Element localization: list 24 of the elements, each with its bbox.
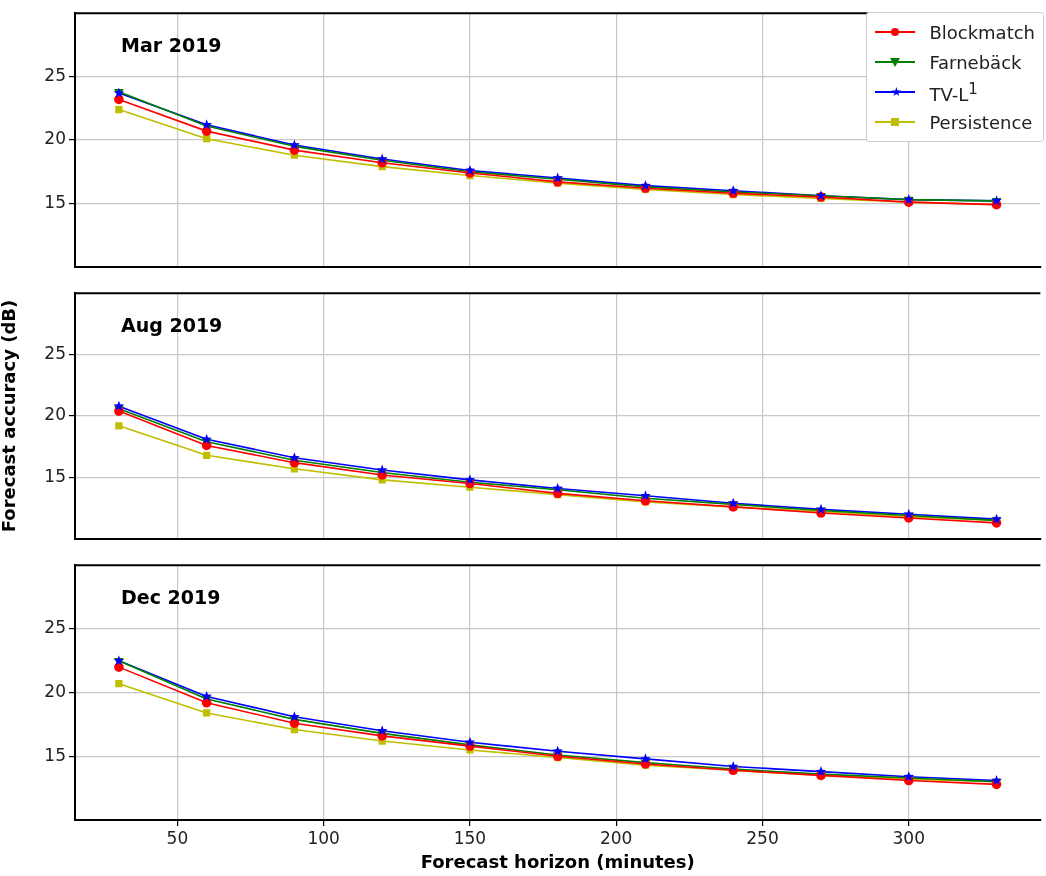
y-tick-label: 25 xyxy=(44,617,66,638)
legend-label: Farnebäck xyxy=(929,51,1022,73)
text: Dec 2019 xyxy=(121,585,221,608)
x-tick-label: 200 xyxy=(599,827,633,848)
x-tick-label: 50 xyxy=(166,827,189,848)
x-tick-label: 300 xyxy=(892,827,925,848)
y-tick-label: 25 xyxy=(44,65,66,86)
x-tick-label: 100 xyxy=(307,827,340,848)
text: Aug 2019 xyxy=(121,313,223,336)
y-tick-label: 15 xyxy=(44,191,66,212)
y-tick-label: 20 xyxy=(44,128,66,149)
legend-label: Blockmatch xyxy=(929,21,1035,43)
text: Mar 2019 xyxy=(121,33,222,56)
y-tick-label: 20 xyxy=(44,681,66,702)
legend-label: Persistence xyxy=(929,111,1033,133)
x-tick-label: 150 xyxy=(453,827,487,848)
y-axis-title: Forecast accuracy (dB) xyxy=(0,299,20,533)
legend-label: TV-L$^{1}$ xyxy=(929,79,978,105)
y-tick-label: 15 xyxy=(44,744,66,765)
y-tick-label: 15 xyxy=(44,465,66,486)
y-tick-label: 20 xyxy=(44,404,66,425)
x-axis-title: Forecast horizon (minutes) xyxy=(420,850,695,872)
x-tick-label: 250 xyxy=(746,827,779,848)
y-tick-label: 25 xyxy=(44,343,66,364)
